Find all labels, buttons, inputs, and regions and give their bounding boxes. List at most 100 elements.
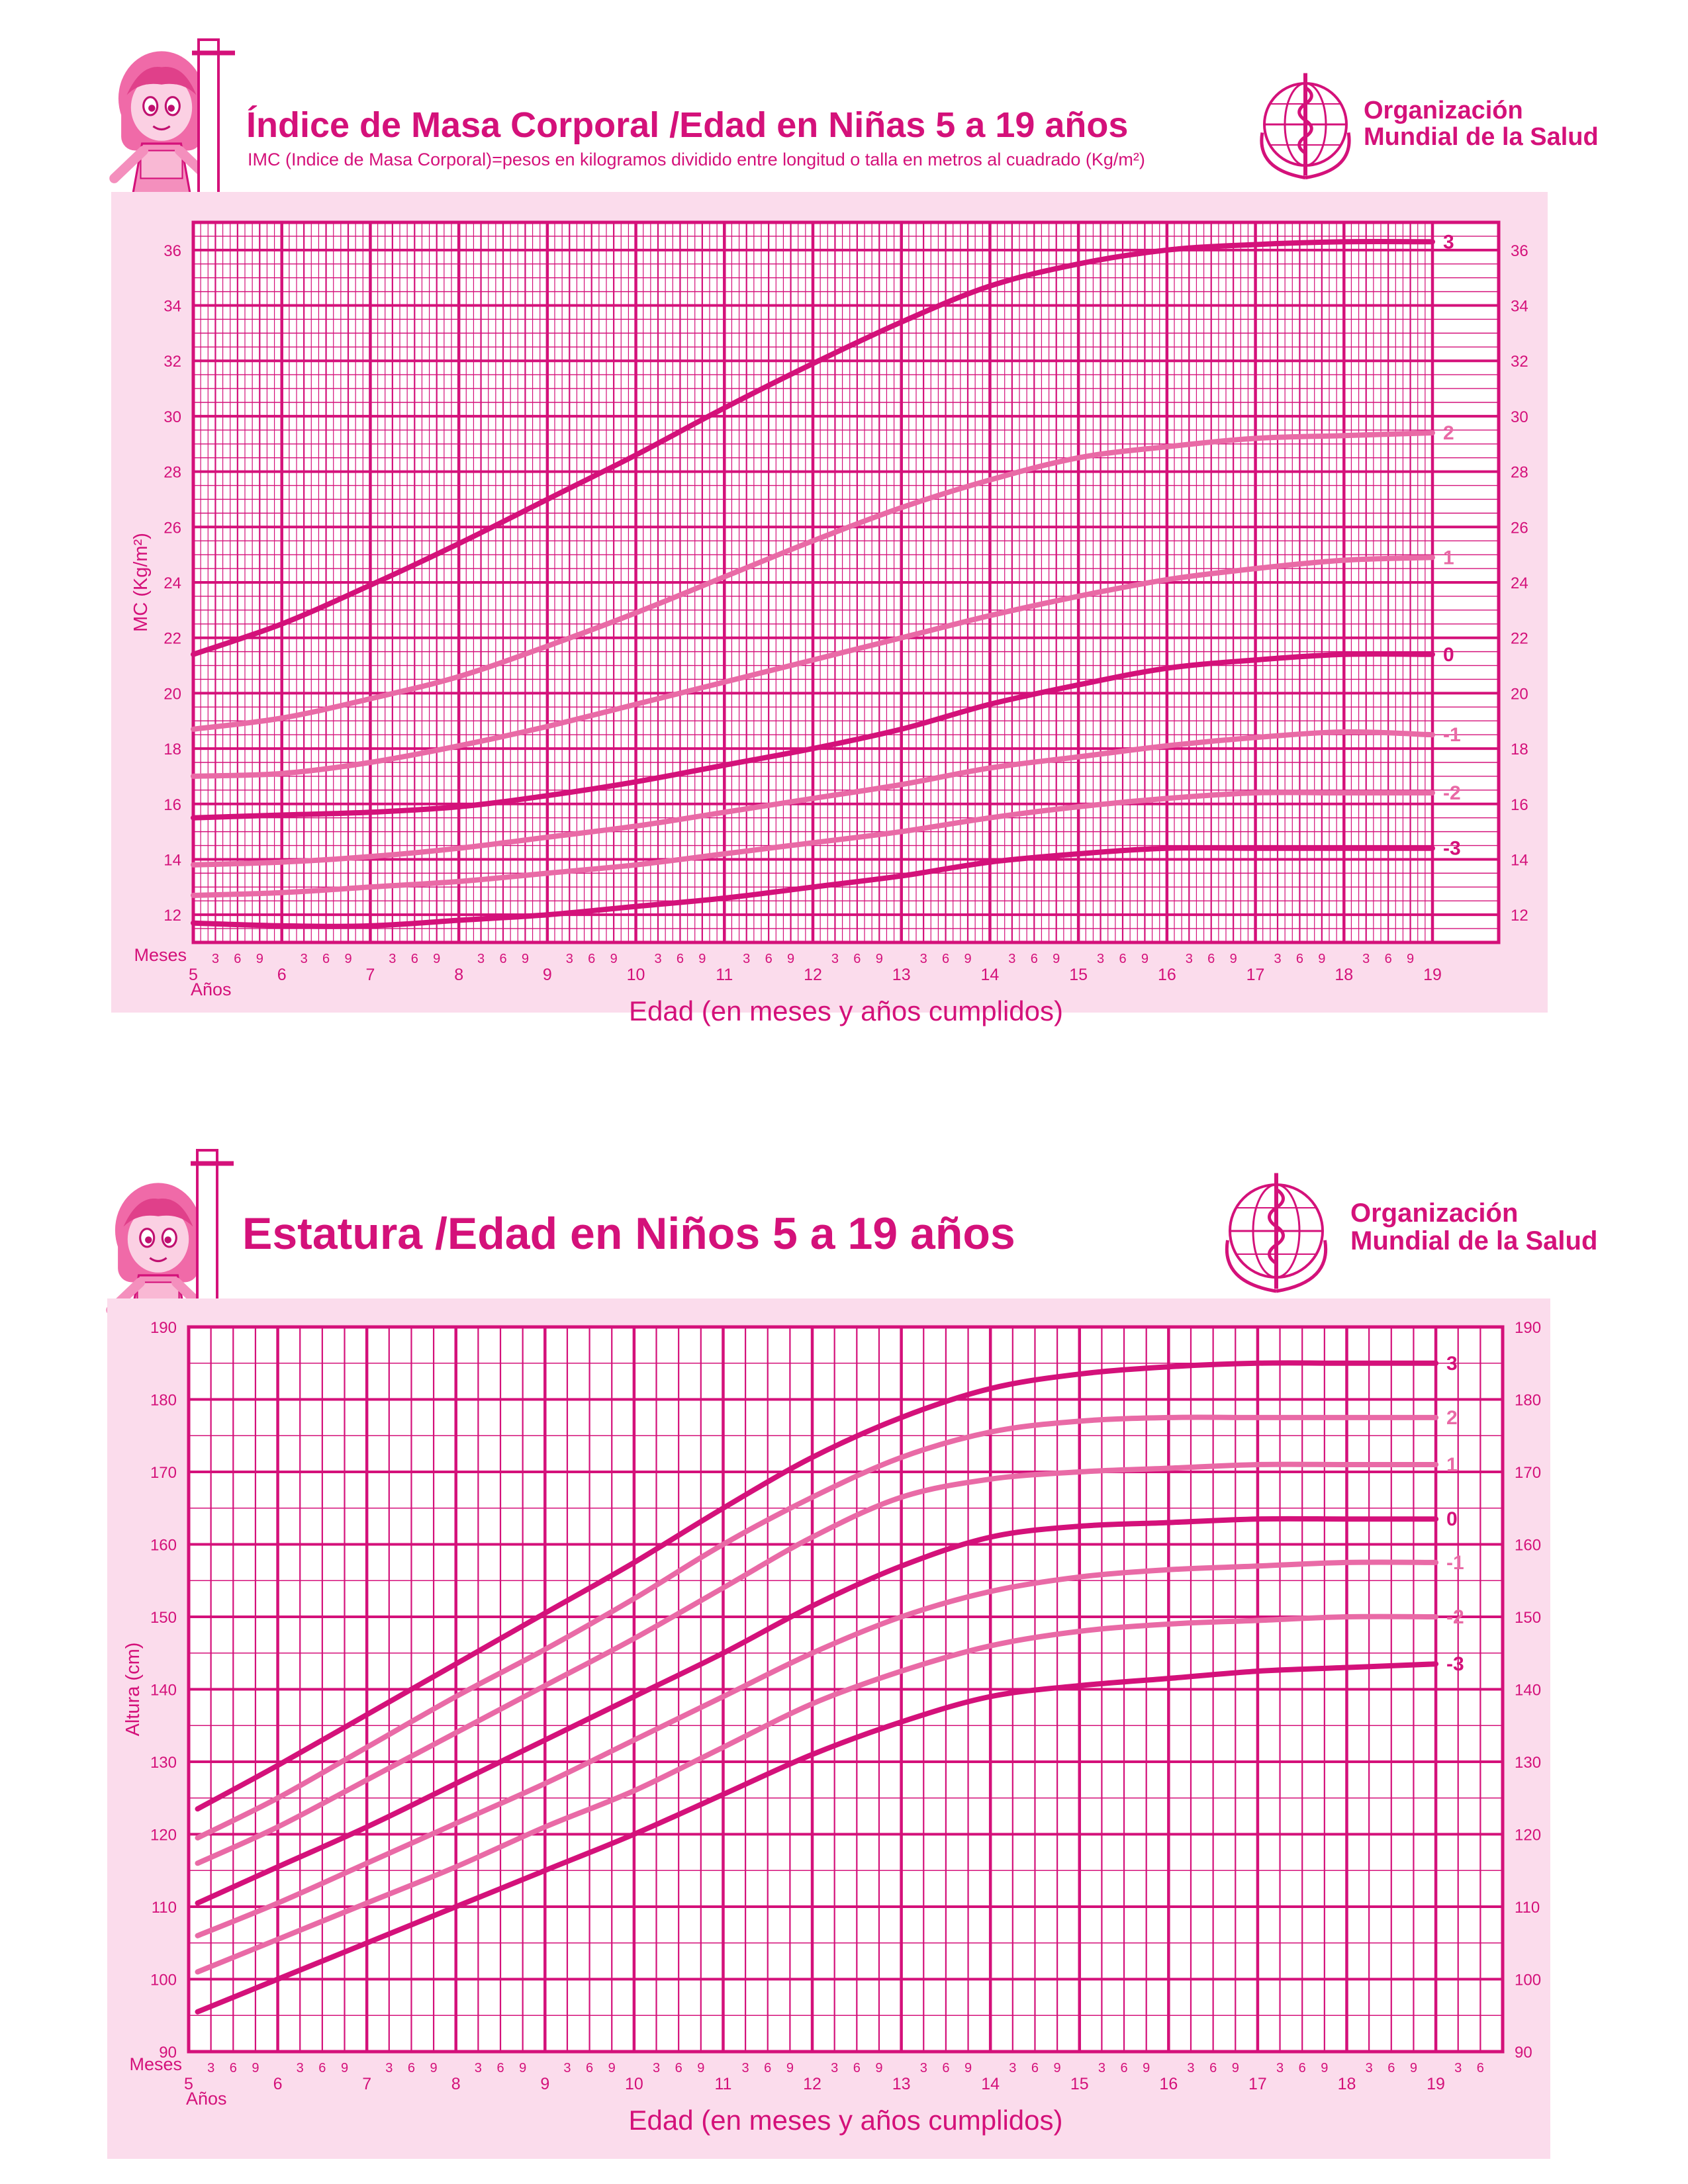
series-label-1: 1 bbox=[1443, 547, 1454, 569]
x-tick-label-month: 9 bbox=[1141, 952, 1149, 966]
x-tick-label-month: 9 bbox=[344, 952, 352, 966]
x-tick-label-year: 7 bbox=[362, 2075, 371, 2093]
laurel-left bbox=[1225, 1240, 1277, 1293]
bmi-chart-title: Índice de Masa Corporal /Edad en Niñas 5… bbox=[246, 105, 1129, 145]
series-line--1 bbox=[195, 1559, 1439, 1938]
series-line-0 bbox=[195, 1516, 1439, 1906]
x-tick-label-month: 9 bbox=[697, 2061, 704, 2075]
x-tick-label-month: 9 bbox=[433, 952, 440, 966]
x-years-label: Años bbox=[191, 979, 232, 999]
x-tick-label-year: 17 bbox=[1248, 2075, 1267, 2093]
series-label--3: -3 bbox=[1443, 838, 1461, 860]
series-label-0: 0 bbox=[1446, 1508, 1458, 1530]
x-tick-label-month: 6 bbox=[1031, 2061, 1039, 2075]
series-line-1 bbox=[195, 1461, 1439, 1866]
x-tick-label-month: 3 bbox=[1454, 2061, 1462, 2075]
x-tick-label-month: 6 bbox=[1387, 2061, 1395, 2075]
y-tick-label-right: 32 bbox=[1511, 353, 1528, 371]
y-tick-label-right: 120 bbox=[1515, 1827, 1541, 1844]
face-shape bbox=[127, 1206, 189, 1273]
y-tick-label-left: 34 bbox=[164, 298, 181, 316]
x-tick-label-month: 9 bbox=[964, 952, 971, 966]
x-tick-label-month: 9 bbox=[341, 2061, 348, 2075]
series-label--1: -1 bbox=[1446, 1552, 1464, 1574]
y-tick-label-right: 160 bbox=[1515, 1537, 1541, 1555]
x-tick-label-month: 9 bbox=[698, 952, 706, 966]
series-line--1 bbox=[191, 729, 1435, 868]
series-line--3 bbox=[191, 845, 1435, 929]
x-tick-label-month: 9 bbox=[1321, 2061, 1328, 2075]
series-label-3: 3 bbox=[1443, 231, 1454, 253]
who-emblem-icon bbox=[1260, 73, 1351, 180]
x-tick-label-month: 6 bbox=[496, 2061, 504, 2075]
ruler-body bbox=[197, 38, 220, 218]
x-tick-label-month: 3 bbox=[566, 952, 573, 966]
x-tick-label-month: 3 bbox=[920, 2061, 927, 2075]
x-tick-label-month: 6 bbox=[322, 952, 330, 966]
series-label-2: 2 bbox=[1443, 422, 1454, 444]
x-tick-label-year: 8 bbox=[451, 2075, 461, 2093]
y-tick-label-right: 34 bbox=[1511, 298, 1528, 316]
y-tick-label-right: 170 bbox=[1515, 1464, 1541, 1482]
who-label-line2: Mundial de la Salud bbox=[1364, 122, 1599, 151]
x-tick-label-year: 6 bbox=[277, 966, 287, 984]
bangs-shape bbox=[126, 66, 197, 95]
arm-shape bbox=[109, 146, 149, 183]
y-tick-label-right: 12 bbox=[1511, 907, 1528, 925]
x-tick-label-month: 9 bbox=[875, 2061, 882, 2075]
y-tick-label-left: 18 bbox=[164, 741, 181, 758]
x-tick-label-month: 3 bbox=[1276, 2061, 1284, 2075]
x-tick-label-month: 9 bbox=[1410, 2061, 1417, 2075]
laurel-right bbox=[1276, 1240, 1328, 1293]
x-tick-label-month: 9 bbox=[519, 2061, 526, 2075]
x-tick-label-month: 6 bbox=[234, 952, 241, 966]
series-label--1: -1 bbox=[1443, 724, 1461, 746]
y-tick-label-right: 90 bbox=[1515, 2044, 1532, 2062]
x-tick-label-year: 14 bbox=[981, 966, 1000, 984]
x-tick-label-year: 18 bbox=[1335, 966, 1353, 984]
bangs-shape bbox=[123, 1198, 193, 1227]
x-tick-label-month: 6 bbox=[318, 2061, 326, 2075]
x-tick-label-year: 13 bbox=[892, 2075, 911, 2093]
y-tick-label-right: 140 bbox=[1515, 1682, 1541, 1700]
x-tick-label-year: 18 bbox=[1338, 2075, 1356, 2093]
pupil-shape bbox=[164, 1236, 171, 1244]
x-tick-label-month: 3 bbox=[1187, 2061, 1194, 2075]
pupil-shape bbox=[148, 105, 156, 112]
x-tick-label-year: 19 bbox=[1423, 966, 1442, 984]
x-tick-label-month: 3 bbox=[1098, 2061, 1105, 2075]
y-tick-label-right: 110 bbox=[1515, 1899, 1540, 1917]
y-tick-label-right: 30 bbox=[1511, 408, 1528, 426]
face-shape bbox=[130, 74, 193, 141]
y-tick-label-right: 150 bbox=[1515, 1609, 1541, 1627]
series-line--2 bbox=[191, 790, 1435, 898]
series-line-0 bbox=[191, 651, 1435, 821]
x-tick-label-month: 3 bbox=[920, 952, 927, 966]
x-tick-label-month: 6 bbox=[853, 952, 861, 966]
x-tick-label-month: 3 bbox=[742, 2061, 749, 2075]
height-chart-panel: 90 90 100 100 110 110 120 120 130 130 140 140 150 150… bbox=[0, 1125, 1688, 2184]
x-tick-label-month: 3 bbox=[1097, 952, 1104, 966]
height-ruler-icon bbox=[192, 38, 235, 218]
series-label--3: -3 bbox=[1446, 1653, 1464, 1675]
x-tick-label-month: 6 bbox=[765, 952, 773, 966]
x-tick-label-year: 10 bbox=[625, 2075, 643, 2093]
y-tick-label-left: 120 bbox=[150, 1827, 177, 1844]
x-tick-label-month: 9 bbox=[964, 2061, 972, 2075]
x-tick-label-month: 3 bbox=[1009, 2061, 1016, 2075]
x-tick-label-month: 6 bbox=[1207, 952, 1215, 966]
series-label--2: -2 bbox=[1443, 782, 1461, 804]
series-label-0: 0 bbox=[1443, 644, 1454, 666]
x-tick-label-month: 6 bbox=[1031, 952, 1038, 966]
y-axis-title: Altura (cm) bbox=[122, 1643, 144, 1737]
y-tick-label-right: 26 bbox=[1511, 519, 1528, 537]
x-axis-title: Edad (en meses y años cumplidos) bbox=[629, 2105, 1063, 2136]
y-tick-label-left: 160 bbox=[150, 1537, 177, 1555]
x-tick-label-month: 9 bbox=[1053, 952, 1060, 966]
x-tick-label-year: 15 bbox=[1070, 2075, 1089, 2093]
y-tick-label-left: 26 bbox=[164, 519, 181, 537]
y-tick-label-right: 24 bbox=[1511, 574, 1528, 592]
x-tick-label-month: 3 bbox=[1366, 2061, 1373, 2075]
y-tick-label-left: 130 bbox=[150, 1754, 177, 1772]
x-months-label: Meses bbox=[134, 945, 187, 965]
